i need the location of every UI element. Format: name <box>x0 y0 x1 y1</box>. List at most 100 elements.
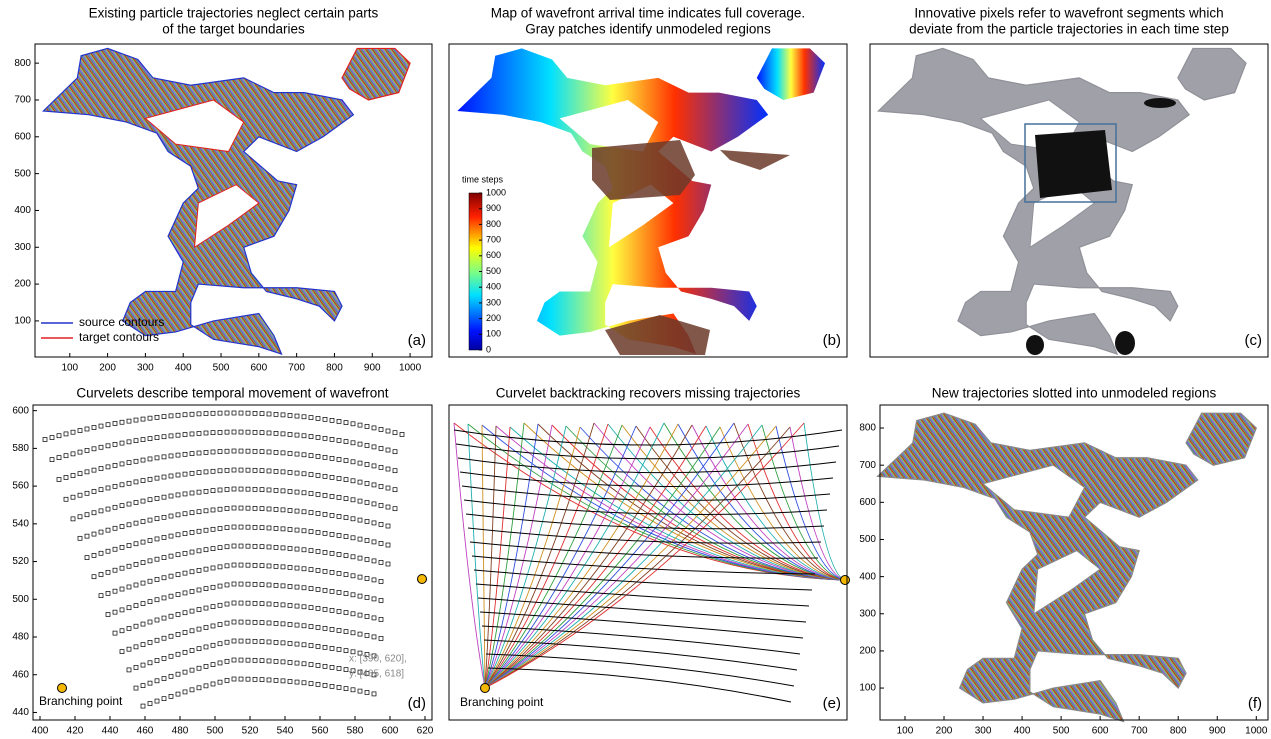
curvelet <box>253 525 257 529</box>
x-tick-label: 540 <box>277 726 294 737</box>
y-tick-label: 440 <box>12 707 29 718</box>
curvelet <box>372 521 376 525</box>
colorbar-tick-label: 800 <box>486 219 501 229</box>
curvelet <box>190 688 194 692</box>
curvelet <box>218 469 222 473</box>
curvelet <box>274 507 278 511</box>
curvelet <box>309 530 313 534</box>
curvelet <box>197 549 201 553</box>
curvelet <box>323 569 327 573</box>
region-shape <box>878 48 1246 354</box>
curvelet <box>169 414 173 418</box>
x-tick-label: 500 <box>207 726 224 737</box>
annotation: y: [435, 618] <box>349 669 404 680</box>
curvelet <box>281 527 285 531</box>
curvelet <box>316 492 320 496</box>
curvelet <box>169 454 173 458</box>
curvelet <box>113 568 117 572</box>
curvelet <box>274 640 278 644</box>
curvelet <box>85 470 89 474</box>
curvelet <box>344 592 348 596</box>
curvelet <box>176 553 180 557</box>
y-tick-label: 560 <box>12 481 29 492</box>
curvelet <box>204 528 208 532</box>
curvelet <box>155 638 159 642</box>
panel-label: (e) <box>823 695 841 712</box>
curvelet <box>323 512 327 516</box>
curvelet <box>169 654 173 658</box>
curvelet <box>92 489 96 493</box>
curvelet <box>337 628 341 632</box>
curvelet <box>225 621 229 625</box>
curvelet <box>260 678 264 682</box>
curvelet <box>148 661 152 665</box>
curvelet <box>246 677 250 681</box>
curvelet <box>106 549 110 553</box>
curvelet <box>239 677 243 681</box>
innovative-pixels <box>1144 98 1176 108</box>
curvelet <box>358 613 362 617</box>
colorbar-tick-label: 0 <box>486 344 491 354</box>
curvelet <box>218 411 222 415</box>
curvelet <box>379 541 383 545</box>
curvelet <box>337 514 341 518</box>
curvelet <box>323 493 327 497</box>
curvelet <box>197 608 201 612</box>
curvelet <box>232 506 236 510</box>
curvelet <box>344 630 348 634</box>
curvelet <box>330 418 334 422</box>
curvelet <box>218 603 222 607</box>
trajectory <box>776 426 845 580</box>
curvelet <box>358 594 362 598</box>
curvelet <box>288 565 292 569</box>
curvelet <box>232 677 236 681</box>
curvelet <box>330 627 334 631</box>
panel-title: of the target boundaries <box>162 22 305 37</box>
branching-point <box>841 576 850 585</box>
y-tick-label: 520 <box>12 556 29 567</box>
curvelet <box>246 525 250 529</box>
curvelet <box>162 596 166 600</box>
curvelet <box>239 639 243 643</box>
curvelet <box>316 568 320 572</box>
curvelet <box>134 686 138 690</box>
curvelet <box>197 510 201 514</box>
curvelet <box>218 430 222 434</box>
curvelet <box>225 583 229 587</box>
curvelet <box>351 460 355 464</box>
curvelet <box>239 563 243 567</box>
curvelet <box>295 661 299 665</box>
curvelet <box>281 679 285 683</box>
curvelet <box>176 593 180 597</box>
x-tick-label: 800 <box>326 363 343 374</box>
curvelet <box>113 442 117 446</box>
curvelet <box>379 427 383 431</box>
curvelet <box>288 641 292 645</box>
panel-title: Innovative pixels refer to wavefront seg… <box>914 6 1223 21</box>
annotation: Branching point <box>460 695 544 709</box>
curvelet <box>365 557 369 561</box>
curvelet <box>204 489 208 493</box>
curvelet <box>232 563 236 567</box>
curvelet <box>295 528 299 532</box>
curvelet <box>309 473 313 477</box>
curvelet <box>134 604 138 608</box>
curvelet <box>113 610 117 614</box>
curvelet <box>148 518 152 522</box>
curvelet <box>106 591 110 595</box>
curvelet <box>155 679 159 683</box>
curvelet <box>57 478 61 482</box>
curvelet <box>309 511 313 515</box>
curvelet <box>162 535 166 539</box>
curvelet <box>78 450 82 454</box>
x-tick-label: 900 <box>364 363 381 374</box>
wavefront <box>476 584 809 606</box>
curvelet <box>253 601 257 605</box>
curvelet <box>197 412 201 416</box>
curvelet <box>337 609 341 613</box>
curvelet <box>218 661 222 665</box>
curvelet <box>337 495 341 499</box>
curvelet <box>218 507 222 511</box>
curvelet <box>176 672 180 676</box>
curvelet <box>351 555 355 559</box>
